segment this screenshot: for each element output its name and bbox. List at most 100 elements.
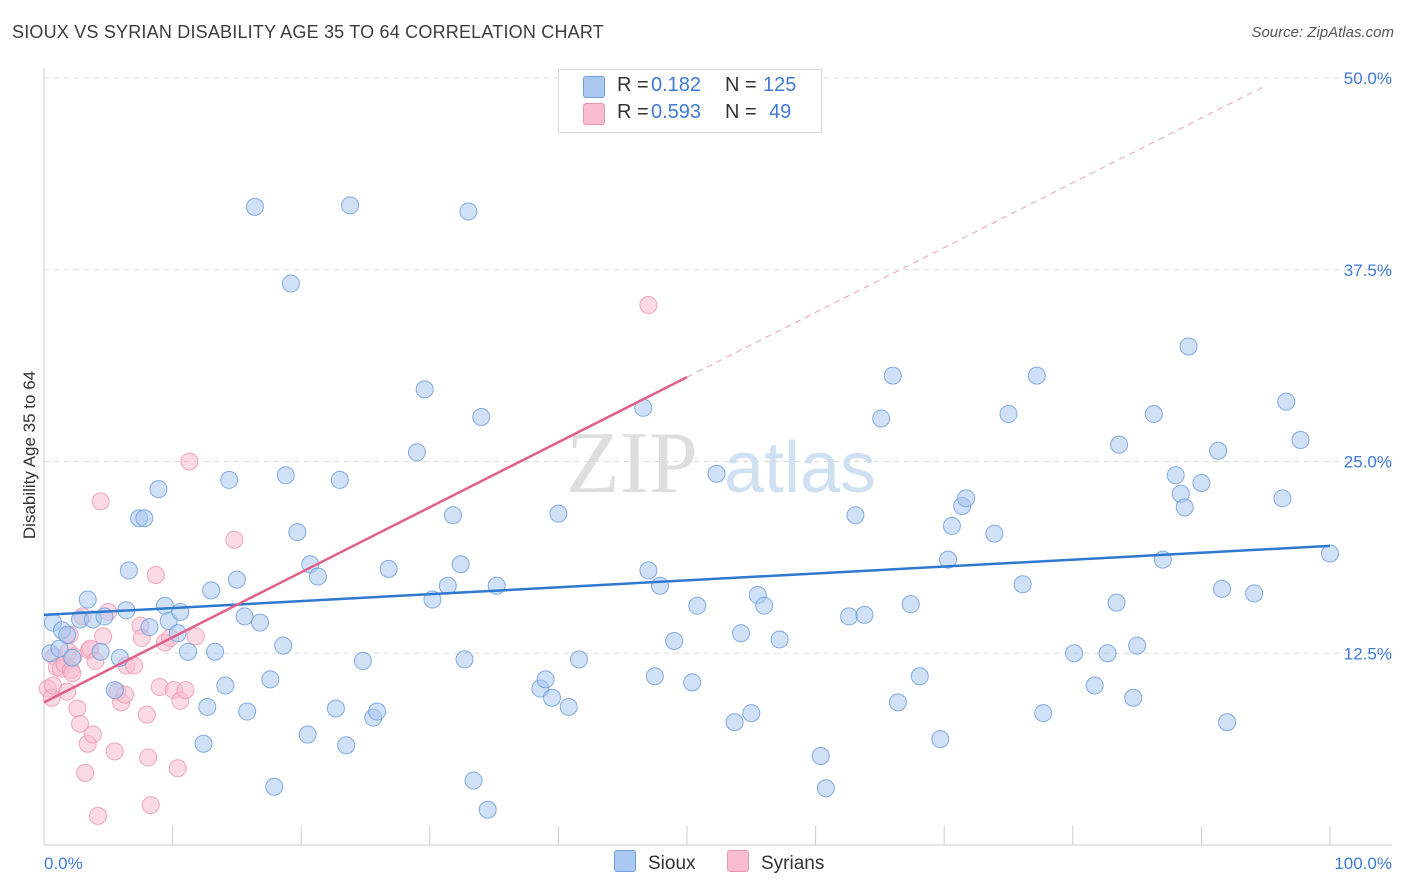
sioux-point <box>119 561 138 580</box>
syrians-point <box>83 725 102 744</box>
sioux-point <box>472 408 491 427</box>
syrians-point <box>168 759 187 778</box>
sioux-point <box>353 651 372 670</box>
sioux-point <box>1144 404 1163 423</box>
sioux-point <box>725 713 744 732</box>
n-label: N = <box>725 74 757 96</box>
y-tick-label: 12.5% <box>1344 644 1392 663</box>
sioux-point <box>1034 704 1053 723</box>
sioux-point <box>179 642 198 661</box>
sioux-point <box>78 590 97 609</box>
sioux-point <box>816 779 835 798</box>
y-tick-label: 25.0% <box>1344 453 1392 472</box>
sioux-point <box>645 667 664 686</box>
sioux-point <box>1107 593 1126 612</box>
syrians-swatch <box>583 103 605 125</box>
sioux-point <box>1166 466 1185 485</box>
sioux-point <box>459 202 478 221</box>
r-label: R = <box>617 74 649 96</box>
sioux-point <box>1273 489 1292 508</box>
sioux-point <box>639 561 658 580</box>
sioux-point <box>105 681 124 700</box>
correlation-legend: R = 0.182 N = 125 R = 0.593 N = 49 <box>558 69 822 133</box>
sioux-point <box>665 631 684 650</box>
sioux-point <box>985 524 1004 543</box>
sioux-point <box>341 196 360 215</box>
source-label: Source: ZipAtlas.com <box>1251 24 1394 41</box>
r-label: R = <box>617 101 649 123</box>
series-legend: Sioux Syrians <box>0 850 1406 880</box>
legend-item-sioux[interactable]: Sioux <box>614 850 696 876</box>
sioux-point <box>1321 544 1339 563</box>
sioux-point <box>840 607 859 626</box>
syrians-point <box>225 530 244 549</box>
y-tick-label: 50.0% <box>1344 69 1392 88</box>
sioux-point <box>957 489 976 508</box>
syrians-point <box>94 627 113 646</box>
sioux-point <box>1085 676 1104 695</box>
sioux-point <box>443 506 462 525</box>
sioux-point <box>999 404 1018 423</box>
sioux-point <box>261 670 280 689</box>
syrians-point <box>639 296 658 315</box>
y-axis-label: Disability Age 35 to 64 <box>20 370 39 540</box>
sioux-point <box>888 693 907 712</box>
sioux-point <box>1065 644 1084 663</box>
sioux-point <box>451 555 470 574</box>
sioux-point <box>308 567 327 586</box>
sioux-point <box>455 650 474 669</box>
syrians-point <box>137 705 156 724</box>
sioux-point <box>478 800 497 819</box>
sioux-point <box>379 559 398 578</box>
chart-title: SIOUX VS SYRIAN DISABILITY AGE 35 TO 64 … <box>12 22 604 42</box>
sioux-point <box>337 736 356 755</box>
syrians-points <box>38 296 658 825</box>
sioux-point <box>238 702 257 721</box>
n-label: N = <box>725 101 757 123</box>
sioux-point <box>1192 473 1211 492</box>
syrians-point <box>76 763 95 782</box>
syrians-point <box>186 627 205 646</box>
sioux-point <box>883 366 902 385</box>
sioux-point <box>330 470 349 489</box>
sioux-point <box>1245 584 1264 603</box>
y-tick-label: 37.5% <box>1344 261 1392 280</box>
sioux-point <box>216 676 235 695</box>
sioux-point <box>536 670 555 689</box>
legend-label-sioux: Sioux <box>648 853 696 874</box>
n-value: 49 <box>769 101 792 123</box>
sioux-point <box>227 570 246 589</box>
syrians-point <box>139 748 158 767</box>
sioux-point <box>149 480 168 499</box>
sioux-point <box>281 274 300 293</box>
sioux-point <box>202 581 221 600</box>
sioux-point <box>265 777 284 796</box>
sioux-point <box>742 704 761 723</box>
sioux-point <box>1179 337 1198 356</box>
sioux-point <box>549 504 568 523</box>
sioux-point <box>569 650 588 669</box>
sioux-point <box>58 625 77 644</box>
sioux-point <box>135 509 154 528</box>
sioux-point <box>1175 498 1194 517</box>
sioux-point <box>1027 366 1046 385</box>
tick-labels: 12.5% 25.0% 37.5% 50.0% 0.0% 100.0% <box>44 69 1392 873</box>
sioux-point <box>198 697 217 716</box>
sioux-point <box>707 464 726 483</box>
trend-lines <box>43 85 1331 704</box>
sioux-point <box>235 607 254 626</box>
sioux-point <box>206 642 225 661</box>
sioux-point <box>855 605 874 624</box>
sioux-point <box>1128 636 1147 655</box>
legend-item-syrians[interactable]: Syrians <box>727 850 824 876</box>
sioux-point <box>931 730 950 749</box>
sioux-point <box>1212 579 1231 598</box>
sioux-point <box>251 613 270 632</box>
sioux-point <box>688 596 707 615</box>
sioux-point <box>155 596 174 615</box>
sioux-point <box>1291 431 1310 450</box>
sioux-point <box>1209 441 1228 460</box>
sioux-point <box>245 197 264 216</box>
sioux-point <box>194 734 213 753</box>
